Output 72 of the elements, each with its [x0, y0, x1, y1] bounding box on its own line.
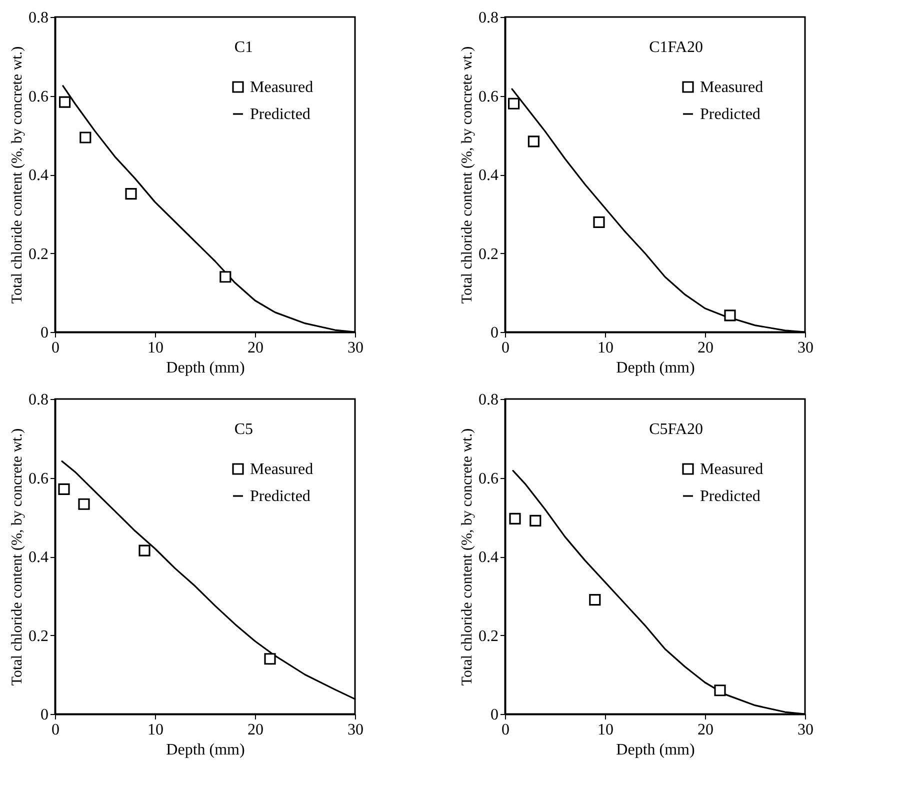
x-tick-label: 10 [598, 340, 614, 356]
y-axis-title: Total chloride content (%, by concrete wt.) [10, 428, 26, 686]
point [724, 310, 736, 322]
x-tick-label: 0 [52, 340, 60, 356]
x-tick-label: 10 [148, 340, 164, 356]
legend-label: Predicted [700, 488, 760, 505]
x-tick-label: 0 [52, 722, 60, 738]
y-tick-label: 0.8 [478, 392, 498, 408]
y-tick-label: 0.4 [28, 167, 48, 184]
point [138, 544, 150, 556]
x-axis-title: Depth (mm) [616, 360, 695, 376]
legend-label: Predicted [250, 106, 310, 123]
y-tick-label: 0.4 [478, 167, 498, 184]
y-tick-label: 0.6 [28, 88, 48, 106]
y-tick-label: 0.2 [28, 246, 48, 263]
y-tick-label: 0.4 [478, 549, 498, 566]
x-tick-label: 30 [798, 340, 814, 356]
legend-label: Predicted [250, 488, 310, 505]
x-axis-title: Depth (mm) [166, 742, 245, 758]
text: C5FA20 [649, 421, 703, 438]
legend-label: Measured [250, 461, 314, 478]
point [78, 498, 90, 510]
point [59, 96, 71, 108]
y-tick-label: 0.2 [28, 628, 48, 645]
x-tick-label: 30 [348, 722, 364, 738]
point [509, 512, 521, 524]
y-axis-title: Total chloride content (%, by concrete wt.) [460, 428, 476, 686]
legend-label: Measured [700, 461, 764, 478]
point [220, 271, 232, 283]
x-tick-label: 0 [502, 722, 510, 738]
y-tick-label: 0.8 [478, 10, 498, 26]
point [528, 136, 540, 148]
x-tick-label: 20 [698, 722, 714, 738]
y-tick-label: 0.6 [478, 470, 498, 488]
legend-label: Predicted [700, 106, 760, 123]
x-tick-label: 30 [348, 340, 364, 356]
x-tick-label: 10 [598, 722, 614, 738]
text: C5 [234, 421, 253, 438]
x-tick-label: 0 [502, 340, 510, 356]
point [125, 188, 137, 200]
y-tick-label: 0.6 [478, 88, 498, 106]
point [530, 514, 542, 526]
y-tick-label: 0.2 [478, 246, 498, 263]
y-tick-label: 0 [40, 706, 48, 724]
x-tick-label: 20 [698, 340, 714, 356]
point [714, 684, 726, 696]
y-tick-label: 0 [490, 706, 498, 724]
y-tick-label: 0.8 [28, 392, 48, 408]
y-tick-label: 0.8 [28, 10, 48, 26]
point [80, 132, 92, 144]
point [589, 594, 601, 606]
x-axis-title: Depth (mm) [616, 742, 695, 758]
x-tick-label: 10 [148, 722, 164, 738]
y-axis-title: Total chloride content (%, by concrete wt.) [10, 46, 26, 304]
text: C1FA20 [649, 39, 703, 56]
point [508, 98, 520, 110]
point [264, 653, 276, 665]
x-tick-label: 30 [798, 722, 814, 738]
y-tick-label: 0.2 [478, 628, 498, 645]
x-tick-label: 20 [248, 340, 264, 356]
legend-label: Measured [700, 79, 764, 96]
point [58, 483, 70, 495]
y-tick-label: 0 [490, 324, 498, 342]
y-axis-title: Total chloride content (%, by concrete wt.) [460, 46, 476, 304]
y-tick-label: 0.4 [28, 549, 48, 566]
y-tick-label: 0 [40, 324, 48, 342]
x-tick-label: 20 [248, 722, 264, 738]
legend-label: Measured [250, 79, 314, 96]
point [593, 216, 605, 228]
x-axis-title: Depth (mm) [166, 360, 245, 376]
y-tick-label: 0.6 [28, 470, 48, 488]
text: C1 [234, 39, 253, 56]
